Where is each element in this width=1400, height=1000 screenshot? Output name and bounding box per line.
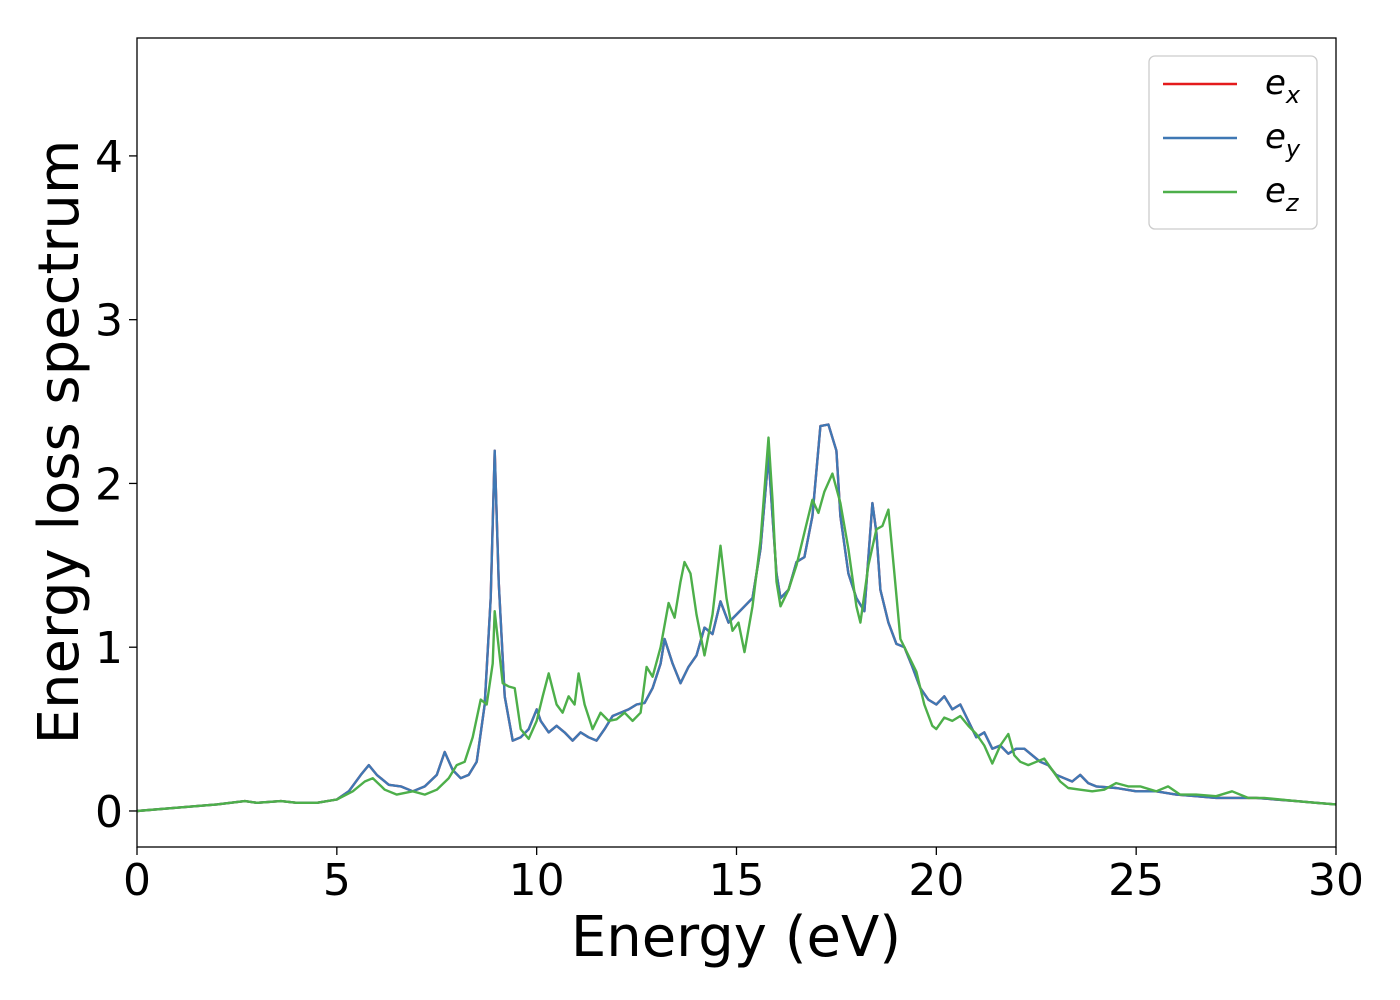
legend-frame bbox=[1148, 55, 1318, 230]
x-tick-label: 0 bbox=[123, 855, 151, 906]
x-tick-label: 10 bbox=[509, 855, 565, 906]
x-tick-label: 30 bbox=[1308, 855, 1364, 906]
legend: ex ey ez bbox=[1148, 55, 1318, 230]
y-axis-title: Energy loss spectrum bbox=[27, 140, 92, 745]
x-axis-ticks: 0 5 10 15 20 25 30 bbox=[123, 847, 1364, 906]
y-tick-label: 3 bbox=[95, 296, 123, 347]
x-tick-label: 25 bbox=[1108, 855, 1164, 906]
y-tick-label: 2 bbox=[95, 459, 123, 510]
x-axis-title: Energy (eV) bbox=[571, 905, 901, 970]
series-line-y bbox=[137, 423, 1336, 813]
legend-label-z: ez bbox=[1265, 171, 1300, 217]
x-tick-label: 20 bbox=[908, 855, 964, 906]
y-tick-label: 4 bbox=[95, 132, 123, 183]
series-line-z bbox=[137, 436, 1336, 813]
x-tick-label: 5 bbox=[323, 855, 351, 906]
plot-area bbox=[136, 37, 1337, 848]
series-layer bbox=[137, 423, 1336, 813]
legend-label-x: ex bbox=[1265, 63, 1301, 109]
y-tick-label: 1 bbox=[95, 623, 123, 674]
y-tick-label: 0 bbox=[95, 787, 123, 838]
y-axis-ticks: 0 1 2 3 4 bbox=[95, 132, 137, 838]
legend-label-y: ey bbox=[1265, 117, 1301, 163]
x-tick-label: 15 bbox=[709, 855, 765, 906]
